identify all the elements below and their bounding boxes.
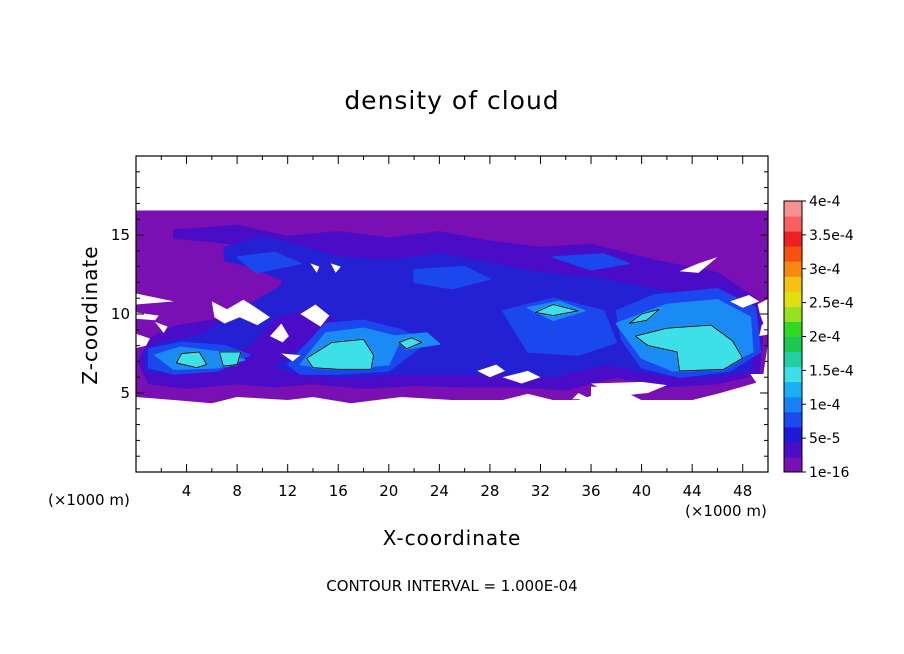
colorbar-label-2: 1e-4 xyxy=(809,397,841,413)
chart-title: density of cloud xyxy=(344,86,560,115)
density-region-5 xyxy=(552,253,630,271)
clear-gap-10 xyxy=(330,263,341,273)
x-tick-label-4: 20 xyxy=(379,482,398,500)
contour-line-2 xyxy=(306,338,375,370)
colorbar-band-5 xyxy=(784,381,802,398)
colorbar-band-13 xyxy=(784,261,802,277)
x-tick-label-9: 40 xyxy=(632,482,651,500)
colorbar-band-6 xyxy=(784,366,802,383)
clear-gap-2 xyxy=(211,299,270,326)
x-unit-label-left: (×1000 m) xyxy=(48,491,130,509)
contour-line-3 xyxy=(634,324,744,372)
clear-gap-9 xyxy=(310,263,320,273)
clear-gap-3 xyxy=(270,323,289,343)
clear-gap-0 xyxy=(136,293,174,305)
clear-gap-14 xyxy=(477,364,506,378)
clear-gap-8 xyxy=(759,320,768,337)
colorbar-band-11 xyxy=(784,291,802,307)
contour-line-4 xyxy=(534,304,579,317)
colorbar-label-7: 3.5e-4 xyxy=(809,228,854,244)
x-tick-label-11: 48 xyxy=(733,482,752,500)
contour-line-5 xyxy=(628,308,660,324)
clear-gap-7 xyxy=(730,295,760,308)
colorbar-band-12 xyxy=(784,276,802,292)
colorbar-label-5: 2.5e-4 xyxy=(809,296,854,312)
clear-gap-5 xyxy=(300,304,330,327)
clear-gap-13 xyxy=(502,370,541,384)
density-field xyxy=(136,210,768,404)
colorbar-label-0: 1e-16 xyxy=(809,465,849,481)
y-tick-label-2: 15 xyxy=(111,226,130,244)
x-tick-label-5: 24 xyxy=(430,482,449,500)
y-axis-label: Z-coordinate xyxy=(78,245,102,385)
colorbar-band-4 xyxy=(784,396,802,413)
x-axis-label: X-coordinate xyxy=(382,526,522,550)
x-tick-label-7: 32 xyxy=(531,482,550,500)
colorbar: 1e-16 5e-5 1e-4 1.5e-4 2e-4 2.5e-4 3e-4 3.5e-4 4… xyxy=(783,194,854,481)
colorbar-band-14 xyxy=(784,246,802,262)
colorbar-band-2 xyxy=(784,426,802,443)
colorbar-label-3: 1.5e-4 xyxy=(809,363,854,379)
density-region-8 xyxy=(501,297,618,356)
colorbar-label-8: 4e-4 xyxy=(809,194,841,210)
contour-line-0 xyxy=(175,351,208,369)
colorbar-band-15 xyxy=(784,231,802,247)
colorbar-label-6: 3e-4 xyxy=(809,262,841,278)
clear-gap-17 xyxy=(572,393,591,400)
colorbar-band-10 xyxy=(784,306,802,322)
x-tick-label-3: 16 xyxy=(329,482,348,500)
x-tick-label-1: 8 xyxy=(232,482,242,500)
clear-gap-15 xyxy=(155,321,168,333)
contour-interval-note: CONTOUR INTERVAL = 1.000E-04 xyxy=(326,577,578,595)
clear-gap-4 xyxy=(281,353,301,362)
y-tick-label-0: 5 xyxy=(120,384,130,402)
clear-gap-12 xyxy=(750,374,768,397)
clear-gap-11 xyxy=(679,257,718,273)
clear-air-gaps xyxy=(136,257,768,400)
density-region-4 xyxy=(413,265,491,290)
x-tick-label-0: 4 xyxy=(182,482,192,500)
y-tick-label-1: 10 xyxy=(111,305,130,323)
colorbar-band-3 xyxy=(784,411,802,428)
colorbar-band-9 xyxy=(784,321,802,337)
contour-line-6 xyxy=(398,337,423,350)
x-unit-label-right: (×1000 m) xyxy=(685,502,767,520)
colorbar-label-4: 2e-4 xyxy=(809,330,841,346)
x-tick-label-6: 28 xyxy=(480,482,499,500)
x-tick-label-2: 12 xyxy=(278,482,297,500)
colorbar-band-8 xyxy=(784,336,802,353)
colorbar-band-16 xyxy=(784,216,802,232)
contour-line-1 xyxy=(218,351,242,367)
colorbar-band-0 xyxy=(784,456,802,473)
contour-lines xyxy=(175,304,744,372)
clear-gap-16 xyxy=(591,386,610,400)
colorbar-label-1: 5e-5 xyxy=(809,431,840,447)
colorbar-band-1 xyxy=(784,441,802,458)
colorbar-band-7 xyxy=(784,351,802,368)
colorbar-band-17 xyxy=(784,201,802,217)
x-tick-label-8: 36 xyxy=(581,482,600,500)
x-tick-label-10: 44 xyxy=(683,482,702,500)
density-region-3 xyxy=(236,251,302,274)
